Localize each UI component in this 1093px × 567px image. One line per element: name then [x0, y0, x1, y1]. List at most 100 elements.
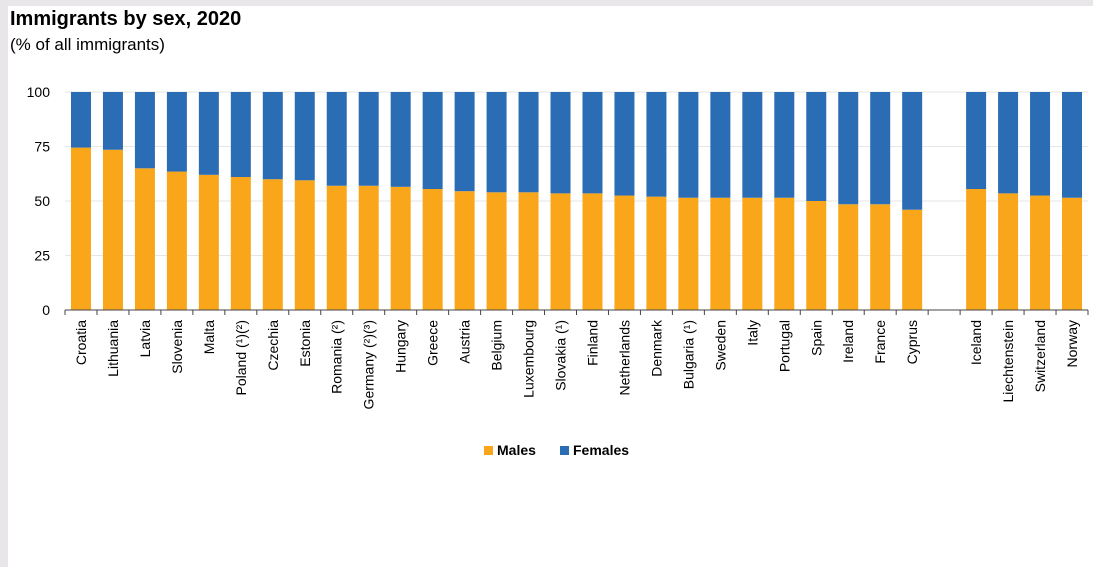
legend: Males Females — [484, 442, 629, 458]
bar-males — [166, 171, 187, 310]
bar-females — [966, 92, 987, 190]
y-tick-label: 100 — [27, 84, 51, 100]
bar-females — [454, 92, 475, 192]
x-tick-label: Estonia — [297, 320, 313, 367]
x-tick-label: Malta — [201, 320, 217, 354]
y-tick-label: 50 — [34, 193, 50, 209]
bars — [70, 92, 1083, 310]
x-tick-label: Portugal — [776, 320, 792, 372]
bar-females — [870, 92, 891, 205]
bar-females — [614, 92, 635, 196]
y-tick-label: 25 — [34, 248, 50, 264]
legend-swatch-females — [560, 446, 569, 455]
bar-males — [102, 149, 123, 310]
bar-males — [870, 204, 891, 310]
x-tick-label: Lithuania — [105, 320, 121, 377]
y-tick-label: 75 — [34, 139, 50, 155]
bar-females — [774, 92, 795, 198]
x-tick-label: Austria — [457, 320, 473, 364]
x-tick-label: France — [872, 320, 888, 364]
x-tick-label: Belgium — [489, 320, 505, 371]
bar-males — [454, 191, 475, 310]
x-tick-label: Italy — [744, 320, 760, 346]
axes: 0 25 50 75 100 Croatia Lithuania Latvia Slovenia… — [27, 84, 1089, 409]
bar-females — [998, 92, 1019, 194]
bar-males — [966, 189, 987, 310]
x-tick-label: Luxembourg — [521, 320, 537, 398]
x-tick-label: Switzerland — [1032, 320, 1048, 392]
y-tick-label: 0 — [42, 302, 50, 318]
bar-females — [550, 92, 571, 194]
bar-males — [550, 193, 571, 310]
x-tick-label: Poland (¹)(²) — [233, 320, 249, 395]
bar-males — [582, 193, 603, 310]
bar-males — [742, 197, 763, 310]
bar-females — [326, 92, 347, 186]
chart-title: Immigrants by sex, 2020 — [10, 8, 242, 30]
bar-females — [486, 92, 507, 193]
bar-males — [70, 147, 91, 310]
x-tick-label: Bulgaria (¹) — [680, 320, 696, 389]
x-tick-label: Sweden — [712, 320, 728, 371]
x-tick-label: Germany (²)(³) — [361, 320, 377, 409]
bar-males — [1062, 197, 1083, 310]
bar-females — [582, 92, 603, 194]
x-tick-label: Greece — [425, 320, 441, 366]
bar-males — [678, 197, 699, 310]
x-tick-label: Czechia — [265, 320, 281, 371]
x-tick-label: Latvia — [137, 320, 153, 358]
bar-females — [1030, 92, 1051, 196]
bar-males — [390, 186, 411, 310]
bar-males — [262, 179, 283, 310]
bar-females — [806, 92, 827, 201]
x-tick-label: Netherlands — [616, 320, 632, 396]
bar-males — [806, 201, 827, 310]
bar-females — [902, 92, 923, 210]
x-tick-label: Finland — [584, 320, 600, 366]
bar-females — [262, 92, 283, 180]
x-tick-label: Slovenia — [169, 320, 185, 374]
bar-males — [1030, 195, 1051, 310]
bar-females — [518, 92, 539, 193]
bar-males — [230, 177, 251, 310]
bar-females — [646, 92, 667, 197]
bar-males — [902, 209, 923, 310]
chart-subtitle: (% of all immigrants) — [10, 35, 165, 54]
bar-males — [486, 192, 507, 310]
bar-females — [294, 92, 315, 181]
bar-males — [998, 193, 1019, 310]
bar-females — [1062, 92, 1083, 198]
legend-label-females: Females — [573, 442, 629, 458]
legend-swatch-males — [484, 446, 493, 455]
bar-males — [326, 185, 347, 310]
x-tick-label: Romania (²) — [329, 320, 345, 394]
bar-males — [294, 180, 315, 310]
bar-females — [678, 92, 699, 198]
bar-males — [518, 192, 539, 310]
bar-females — [390, 92, 411, 187]
bar-males — [710, 197, 731, 310]
bar-males — [358, 185, 379, 310]
bar-females — [838, 92, 859, 205]
bar-females — [742, 92, 763, 198]
bar-females — [166, 92, 187, 172]
x-tick-label: Liechtenstein — [1000, 320, 1016, 403]
bar-females — [230, 92, 251, 178]
bar-males — [614, 195, 635, 310]
x-tick-label: Croatia — [73, 320, 89, 365]
x-tick-label: Iceland — [968, 320, 984, 365]
bar-females — [198, 92, 219, 175]
x-tick-label: Slovakia (¹) — [553, 320, 569, 391]
bar-males — [134, 168, 155, 310]
bar-males — [838, 204, 859, 310]
bar-females — [102, 92, 123, 150]
legend-label-males: Males — [497, 442, 536, 458]
bar-females — [422, 92, 443, 190]
x-tick-label: Cyprus — [904, 320, 920, 364]
bar-females — [710, 92, 731, 198]
bar-females — [70, 92, 91, 148]
bar-males — [198, 174, 219, 310]
x-tick-label: Hungary — [393, 320, 409, 373]
bar-females — [358, 92, 379, 186]
